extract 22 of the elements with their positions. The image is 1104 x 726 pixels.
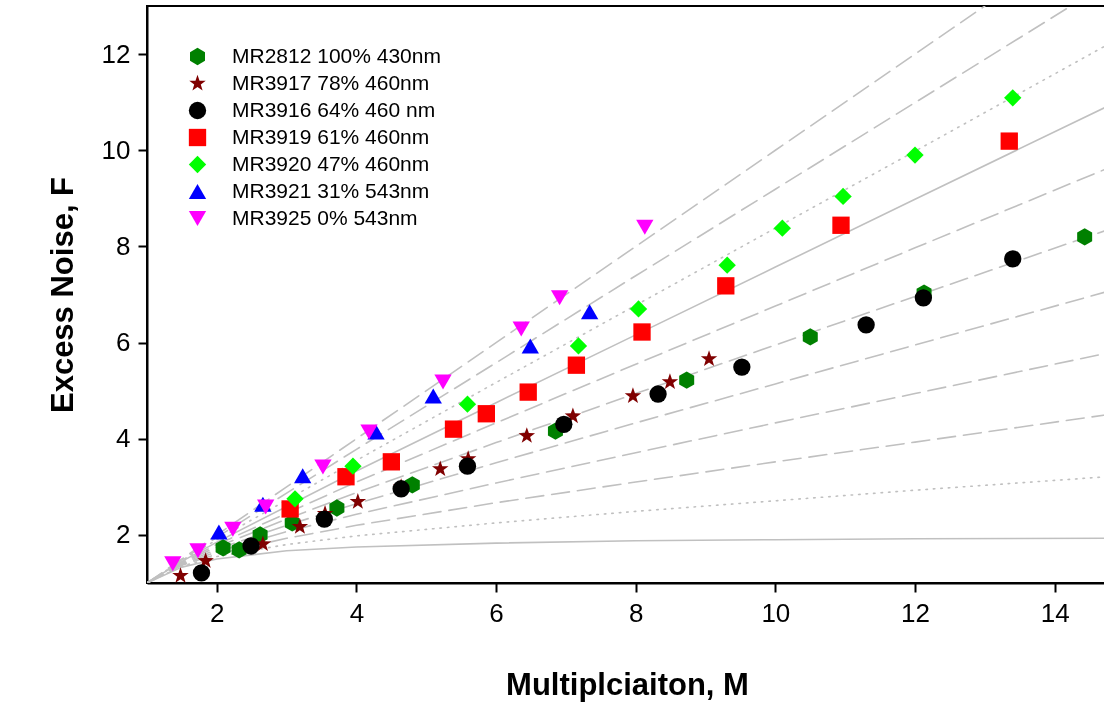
legend-label: MR3919 61% 460nm [232,124,430,148]
x-tick-label: 2 [210,597,225,628]
y-tick-label: 2 [116,519,131,550]
legend-label: MR3920 47% 460nm [232,151,430,175]
legend-label: MR3921 31% 543nm [232,178,430,202]
x-axis-title: Multiplciaiton, M [506,666,749,702]
y-tick-label: 10 [101,134,131,165]
y-tick-label: 6 [116,327,131,358]
y-tick-label: 12 [101,38,131,69]
y-axis-title: Excess Noise, F [44,176,80,414]
legend-label: MR2812 100% 430nm [232,43,441,67]
legend-label: MR3917 78% 460nm [232,70,430,94]
legend-label: MR3925 0% 543nm [232,205,418,229]
y-tick-label: 4 [116,423,131,454]
x-tick-label: 14 [1040,597,1070,628]
legend-label: MR3916 64% 460 nm [232,97,436,121]
y-tick-label: 8 [116,230,131,261]
x-tick-label: 8 [628,597,644,628]
x-tick-label: 4 [349,597,365,628]
x-tick-label: 12 [901,597,930,628]
x-tick-label: 10 [761,597,791,628]
x-tick-label: 6 [489,597,504,628]
